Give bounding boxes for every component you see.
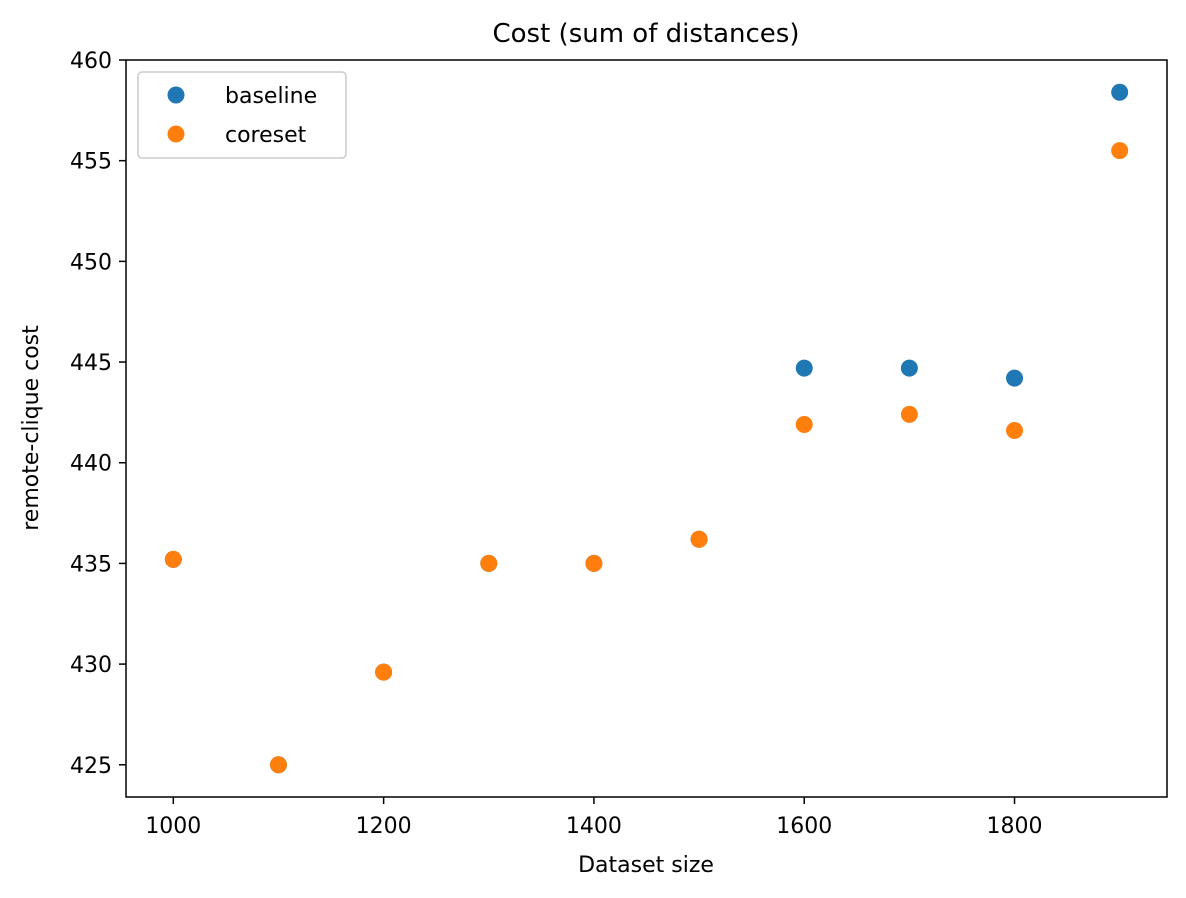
data-point-coreset [585,554,603,572]
legend-marker-coreset [167,125,185,143]
data-point-coreset [375,663,393,681]
y-tick-label: 445 [70,351,112,376]
series-coreset [164,142,1129,774]
y-tick-label: 430 [70,653,112,678]
data-point-baseline [1006,369,1024,387]
y-tick-label: 440 [70,452,112,477]
data-points [164,83,1129,774]
data-point-coreset [480,554,498,572]
chart-title: Cost (sum of distances) [492,19,799,49]
data-point-coreset [900,405,918,423]
x-tick-label: 1800 [987,814,1043,839]
data-point-baseline [795,359,813,377]
legend-label-baseline: baseline [225,84,317,109]
y-tick-label: 425 [70,754,112,779]
x-tick-label: 1200 [356,814,412,839]
data-point-coreset [269,756,287,774]
x-tick-label: 1000 [145,814,201,839]
x-tick-label: 1600 [776,814,832,839]
legend-label-coreset: coreset [225,123,307,148]
data-point-baseline [1111,83,1129,101]
data-point-coreset [164,550,182,568]
legend: baseline coreset [137,71,347,159]
data-point-baseline [900,359,918,377]
x-axis-label: Dataset size [578,853,714,878]
x-tick-label: 1400 [566,814,622,839]
data-point-coreset [795,415,813,433]
y-tick-label: 460 [70,49,112,74]
y-tick-label: 450 [70,250,112,275]
data-point-coreset [1111,142,1129,160]
y-tick-label: 455 [70,150,112,175]
data-point-coreset [690,530,708,548]
y-axis-label: remote-clique cost [19,325,44,531]
data-point-coreset [1006,422,1024,440]
legend-marker-baseline [167,86,185,104]
y-tick-label: 435 [70,552,112,577]
legend-box [137,71,347,159]
axis-ticks: 1000 1200 1400 1600 1800 425 430 435 440 445 450 45… [70,49,1043,839]
plot-frame [125,59,1168,798]
